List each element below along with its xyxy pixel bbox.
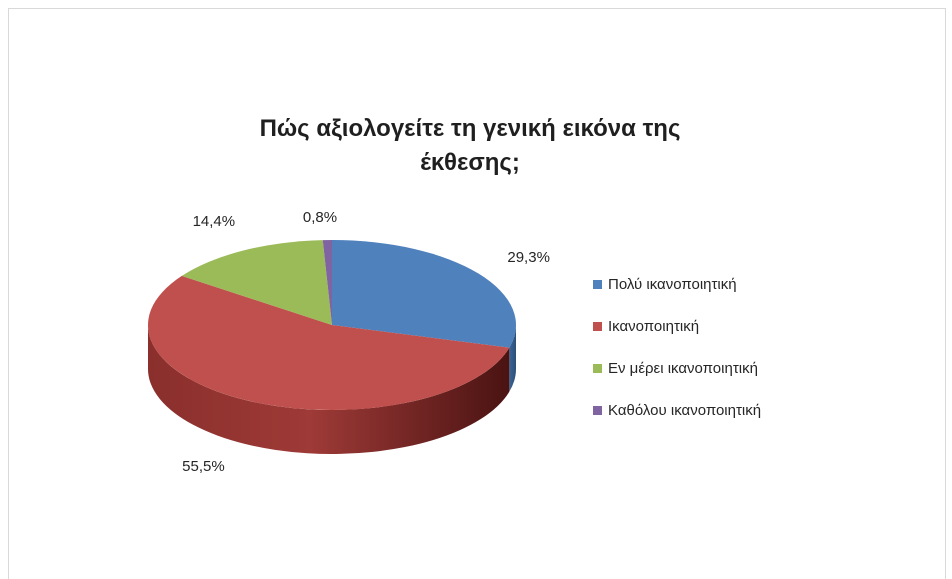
data-label-2: 14,4% (193, 213, 236, 230)
pie-side-1 (148, 325, 510, 455)
pie-slice-0 (332, 240, 516, 348)
legend-swatch (593, 364, 602, 373)
pie-slice-2 (181, 240, 332, 325)
legend-label: Καθόλου ικανοποιητική (608, 402, 762, 419)
legend-swatch (593, 322, 602, 331)
pie-data-labels: 29,3% 55,5% 14,4% 0,8% (182, 209, 550, 475)
chart-title-line-1: Πώς αξιολογείτε τη γενική εικόνα της (259, 115, 681, 142)
data-label-3: 0,8% (303, 209, 337, 226)
chart-title-line-2: έκθεσης; (420, 149, 520, 176)
legend-label: Εν μέρει ικανοποιητική (608, 360, 758, 377)
chart-title: Πώς αξιολογείτε τη γενική εικόνα της έκθ… (120, 112, 820, 180)
legend-item: Ικανοποιητική (593, 316, 923, 337)
legend-label: Πολύ ικανοποιητική (608, 276, 737, 293)
legend-swatch (593, 406, 602, 415)
legend-item: Πολύ ικανοποιητική (593, 274, 923, 295)
legend: Πολύ ικανοποιητική Ικανοποιητική Εν μέρει … (593, 274, 923, 442)
pie-side-0 (509, 325, 516, 392)
legend-swatch (593, 280, 602, 289)
pie-slices (148, 240, 516, 455)
data-label-1: 55,5% (182, 458, 225, 475)
legend-item: Καθόλου ικανοποιητική (593, 400, 923, 421)
legend-item: Εν μέρει ικανοποιητική (593, 358, 923, 379)
pie-slice-3 (322, 240, 332, 325)
legend-label: Ικανοποιητική (608, 318, 700, 335)
data-label-0: 29,3% (507, 249, 550, 266)
pie-slice-1 (148, 275, 510, 410)
